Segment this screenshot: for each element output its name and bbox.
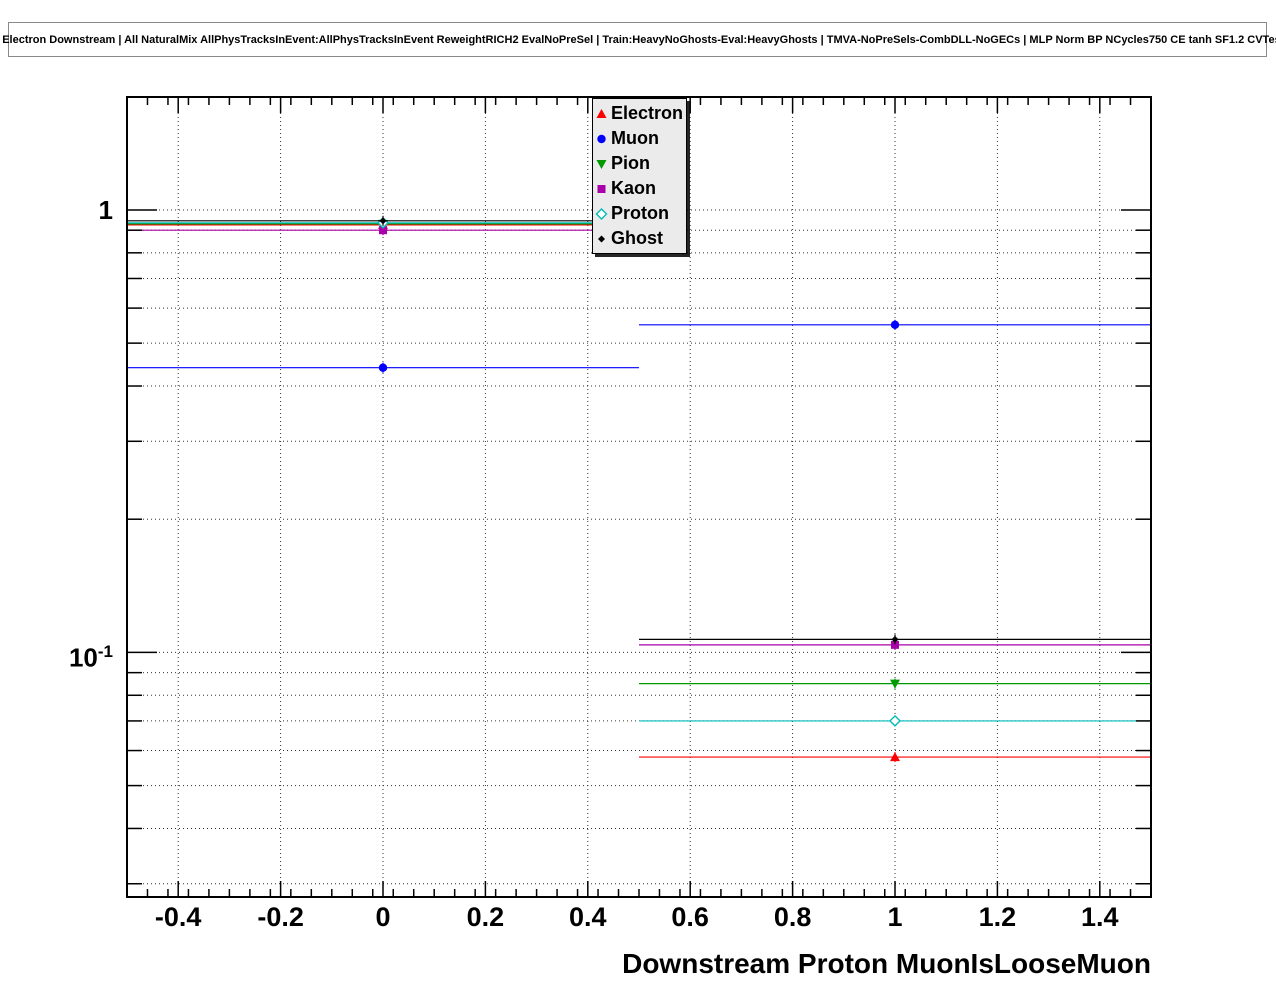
legend-item: Electron [595,101,686,126]
diamond-open-marker [595,208,608,220]
legend-item-label: Muon [611,128,659,148]
legend-item-label: Ghost [611,228,663,248]
triangle-down-icon [596,160,607,169]
circle-marker [890,320,900,330]
triangle-up-marker [890,752,900,762]
square-marker [379,226,387,235]
legend-item-label: Proton [611,203,669,223]
x-tick-label: 0.8 [773,902,812,932]
diamond-small-marker [891,635,899,643]
legend: Electron Muon Pion Kaon Proton Ghost [592,98,687,254]
plot-title-box: MuonIsLooseMuon Electron Downstream | Al… [0,22,1276,57]
diamond-small-marker [379,217,387,225]
diamond-small-icon [598,235,605,243]
circle-marker [378,363,388,372]
x-tick-label: 0.4 [569,902,607,932]
circle-icon [597,134,606,144]
plot-title-text: MuonIsLooseMuon Electron Downstream | Al… [0,33,1276,46]
legend-item: Muon [595,126,686,151]
x-tick-label: 0 [375,902,391,932]
legend-item-label: Pion [611,153,650,173]
x-axis-title: Downstream Proton MuonIsLooseMuon [622,948,1151,979]
square-marker [597,185,606,193]
y-tick-label: 1 [98,194,113,225]
diamond-small-marker [598,235,605,243]
legend-item-label: Kaon [611,178,656,198]
x-tick-label: 0.2 [466,902,505,932]
triangle-down-marker [596,160,607,169]
legend-item: Ghost [595,226,686,251]
legend-item: Proton [595,201,686,226]
diamond-open-icon [595,208,608,220]
legend-item-label: Electron [611,103,684,123]
legend-item: Kaon [595,176,686,201]
x-tick-label: -0.2 [257,902,304,932]
square-marker [891,640,899,649]
x-tick-label: 0.6 [671,902,709,932]
triangle-up-icon [596,109,607,118]
y-tick-label: 10-1 [68,642,113,674]
triangle-down-marker [890,679,900,689]
x-tick-label: 1.2 [978,902,1017,932]
x-tick-label: -0.4 [154,902,202,932]
x-tick-label: 1.4 [1081,902,1119,932]
x-tick-label: 1 [887,902,903,932]
triangle-up-marker [596,109,607,118]
square-icon [597,185,606,193]
circle-marker [597,134,606,144]
legend-item: Pion [595,151,686,176]
diamond-open-marker [889,714,901,727]
